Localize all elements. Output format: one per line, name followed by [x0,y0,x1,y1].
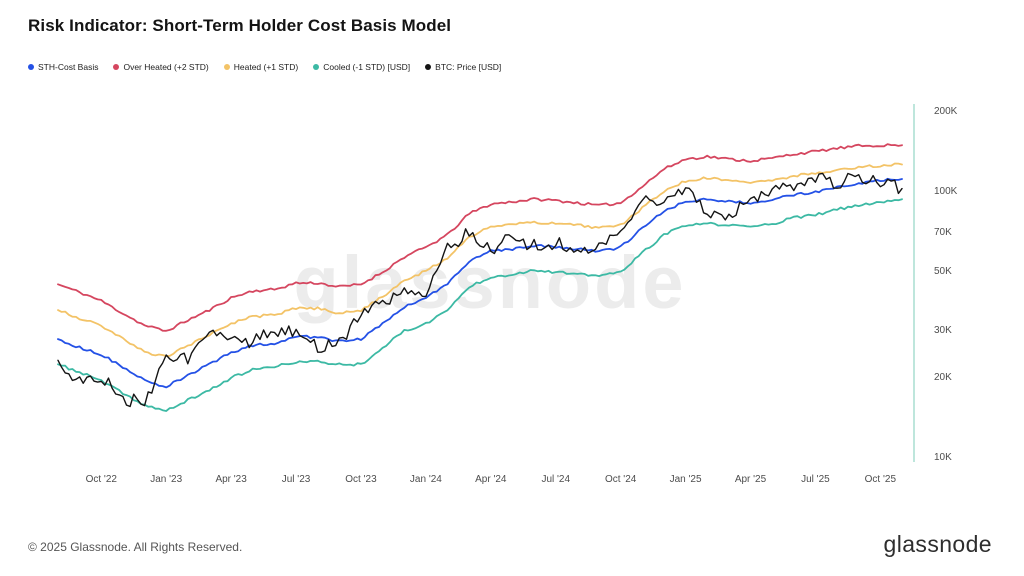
legend-label: Cooled (-1 STD) [USD] [323,62,411,72]
legend-marker-dot [28,64,34,70]
x-axis-tick-label: Jan '23 [150,474,183,485]
y-axis-tick-label: 50K [934,266,952,278]
x-axis-tick-label: Oct '24 [604,474,637,485]
legend-label: STH-Cost Basis [38,62,99,72]
x-axis-tick-label: Jan '25 [669,474,702,485]
legend-marker-dot [223,64,230,70]
legend-marker-dot [425,64,432,70]
x-axis-tick-label: Jul '25 [801,474,830,485]
y-axis-tick-label: 20K [934,371,952,383]
y-axis-tick-label: 100K [934,186,958,198]
x-axis-tick-label: Oct '22 [85,474,117,485]
legend-marker-dot [113,64,120,70]
legend-label: Heated (+1 STD) [233,62,299,72]
series-line-sth_cost_basis [57,177,903,389]
legend: STH-Cost Basis Over Heated (+2 STD) Heated… [28,62,501,72]
y-axis-tick-label: 70K [934,227,952,239]
legend-marker-dot [313,64,320,70]
legend-item[interactable]: STH-Cost Basis [28,62,98,72]
x-axis-tick-label: Oct '23 [345,474,377,485]
x-axis-tick-label: Apr '23 [215,474,247,485]
x-axis-tick-label: Jul '23 [281,474,311,485]
copyright-text: © 2025 Glassnode. All Rights Reserved. [28,540,243,554]
glassnode-logo: glassnode [883,531,992,557]
x-axis-tick-label: Oct '25 [864,474,897,485]
legend-label: BTC: Price [USD] [435,62,502,72]
series-line-btc_price [57,172,903,408]
price-chart-plot [57,104,915,462]
legend-label: Over Heated (+2 STD) [123,62,209,72]
legend-item[interactable]: Over Heated (+2 STD) [113,62,209,72]
legend-item[interactable]: Cooled (-1 STD) [USD] [313,62,410,72]
chart-area: glassnode 200K 100K 70K 50K 30K 20K 10K Oct '2… [50,100,1010,500]
y-axis-tick-label: 200K [934,106,958,117]
x-axis-tick-label: Apr '24 [475,474,507,485]
series-line-over_heated_2std [57,143,903,332]
x-axis-tick-label: Apr '25 [734,474,767,485]
x-axis-tick-label: Jan '24 [409,474,442,485]
y-axis-tick-label: 30K [934,325,952,337]
page-title: Risk Indicator: Short-Term Holder Cost B… [28,16,452,35]
series-line-cooled_minus1std [57,198,903,412]
series-line-heated_1std [57,162,903,357]
y-axis-tick-label: 10K [934,452,952,463]
x-axis-tick-label: Jul '24 [541,474,571,485]
legend-item[interactable]: Heated (+1 STD) [223,62,299,72]
legend-item[interactable]: BTC: Price [USD] [425,62,501,72]
